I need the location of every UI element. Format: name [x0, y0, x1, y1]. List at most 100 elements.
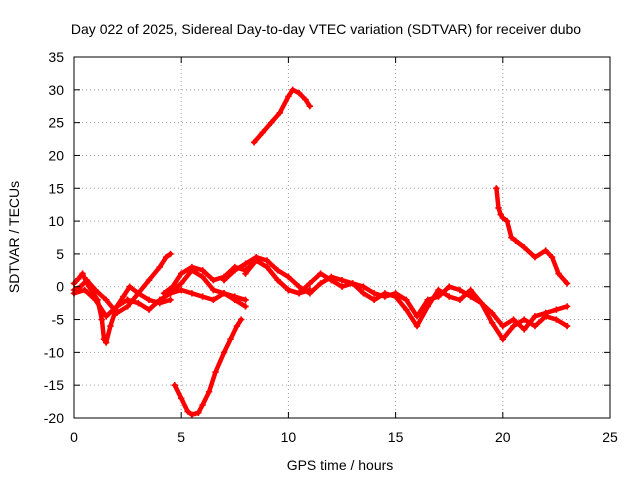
data-point	[79, 270, 86, 277]
tick-labels: 0 5 10 15 20 25 -20 -15 -10 -5 0 5 10 15 20 25 30 35	[44, 49, 618, 445]
data-point	[242, 270, 249, 277]
axes	[73, 56, 611, 419]
data-point	[178, 270, 185, 277]
data-point	[521, 244, 528, 251]
data-point	[521, 316, 528, 323]
data-point	[210, 286, 217, 294]
data-point	[102, 313, 110, 320]
data-point	[510, 316, 517, 323]
data-point	[210, 296, 217, 304]
data-point	[349, 280, 356, 287]
data-point	[100, 336, 108, 343]
data-point	[162, 253, 170, 261]
data-point	[167, 290, 174, 297]
data-point	[160, 290, 168, 297]
data-point	[199, 293, 206, 300]
data-point	[253, 257, 260, 264]
data-point	[233, 322, 241, 330]
data-point	[499, 336, 506, 343]
x-tick-label: 5	[177, 429, 185, 445]
data-point	[231, 293, 238, 300]
x-tick-label: 20	[495, 429, 511, 445]
data-point	[503, 217, 511, 225]
data-point	[328, 276, 335, 284]
y-tick-label: -10	[44, 344, 64, 360]
data-point	[188, 411, 196, 418]
data-point	[145, 276, 153, 284]
y-tick-label: -20	[44, 410, 64, 426]
series-trace-6	[172, 317, 244, 417]
data-traces	[70, 86, 571, 418]
data-point	[171, 381, 178, 389]
data-point	[338, 283, 346, 290]
data-point	[263, 263, 271, 271]
x-tick-label: 10	[281, 429, 297, 445]
y-tick-label: 30	[48, 82, 64, 98]
data-point	[295, 290, 303, 297]
data-point	[107, 322, 114, 330]
data-point	[178, 286, 185, 294]
data-point	[553, 306, 560, 313]
data-point	[499, 322, 506, 330]
data-point	[317, 270, 324, 277]
data-point	[413, 313, 421, 320]
data-point	[306, 280, 314, 287]
data-point	[242, 260, 249, 267]
data-point	[167, 296, 174, 304]
data-point	[424, 303, 431, 310]
data-point	[274, 267, 281, 274]
data-point	[510, 322, 517, 330]
y-tick-label: 0	[56, 279, 64, 295]
data-point	[145, 306, 153, 313]
data-point	[563, 322, 571, 330]
data-point	[403, 296, 410, 304]
data-point	[83, 276, 91, 284]
data-point	[295, 89, 303, 97]
data-point	[92, 286, 99, 294]
data-point	[553, 316, 560, 323]
data-point	[542, 247, 549, 254]
data-point	[124, 296, 131, 304]
data-point	[446, 293, 453, 300]
data-point	[199, 267, 206, 274]
data-point	[531, 322, 539, 330]
x-tick-label: 25	[602, 429, 618, 445]
data-point	[250, 139, 258, 146]
data-point	[478, 299, 485, 307]
y-tick-label: 35	[48, 49, 64, 65]
data-point	[274, 276, 281, 284]
data-point	[289, 86, 296, 94]
data-point	[120, 293, 127, 300]
data-point	[124, 303, 131, 310]
y-tick-label: 5	[56, 246, 64, 262]
data-point	[156, 263, 163, 271]
y-tick-label: -15	[44, 377, 64, 393]
data-point	[242, 296, 249, 304]
data-point	[199, 273, 206, 281]
x-tick-label: 15	[388, 429, 404, 445]
data-point	[220, 349, 228, 356]
y-tick-label: 20	[48, 147, 64, 163]
data-point	[231, 267, 238, 274]
data-point	[456, 296, 464, 304]
data-point	[381, 290, 389, 297]
data-point	[113, 303, 121, 310]
y-tick-label: -5	[52, 312, 65, 328]
data-point	[306, 290, 314, 297]
data-point	[126, 283, 133, 290]
data-point	[360, 290, 367, 297]
y-axis-label: SDTVAR / TECUs	[6, 181, 22, 293]
series-trace-10	[494, 186, 570, 286]
data-point	[542, 313, 549, 320]
data-point	[238, 316, 245, 323]
y-tick-label: 25	[48, 115, 64, 131]
data-point	[456, 286, 464, 294]
data-point	[555, 270, 562, 277]
data-point	[392, 293, 399, 300]
data-point	[563, 280, 571, 287]
data-point	[199, 401, 206, 409]
data-point	[497, 211, 504, 218]
data-point	[435, 286, 442, 294]
data-point	[495, 204, 502, 212]
